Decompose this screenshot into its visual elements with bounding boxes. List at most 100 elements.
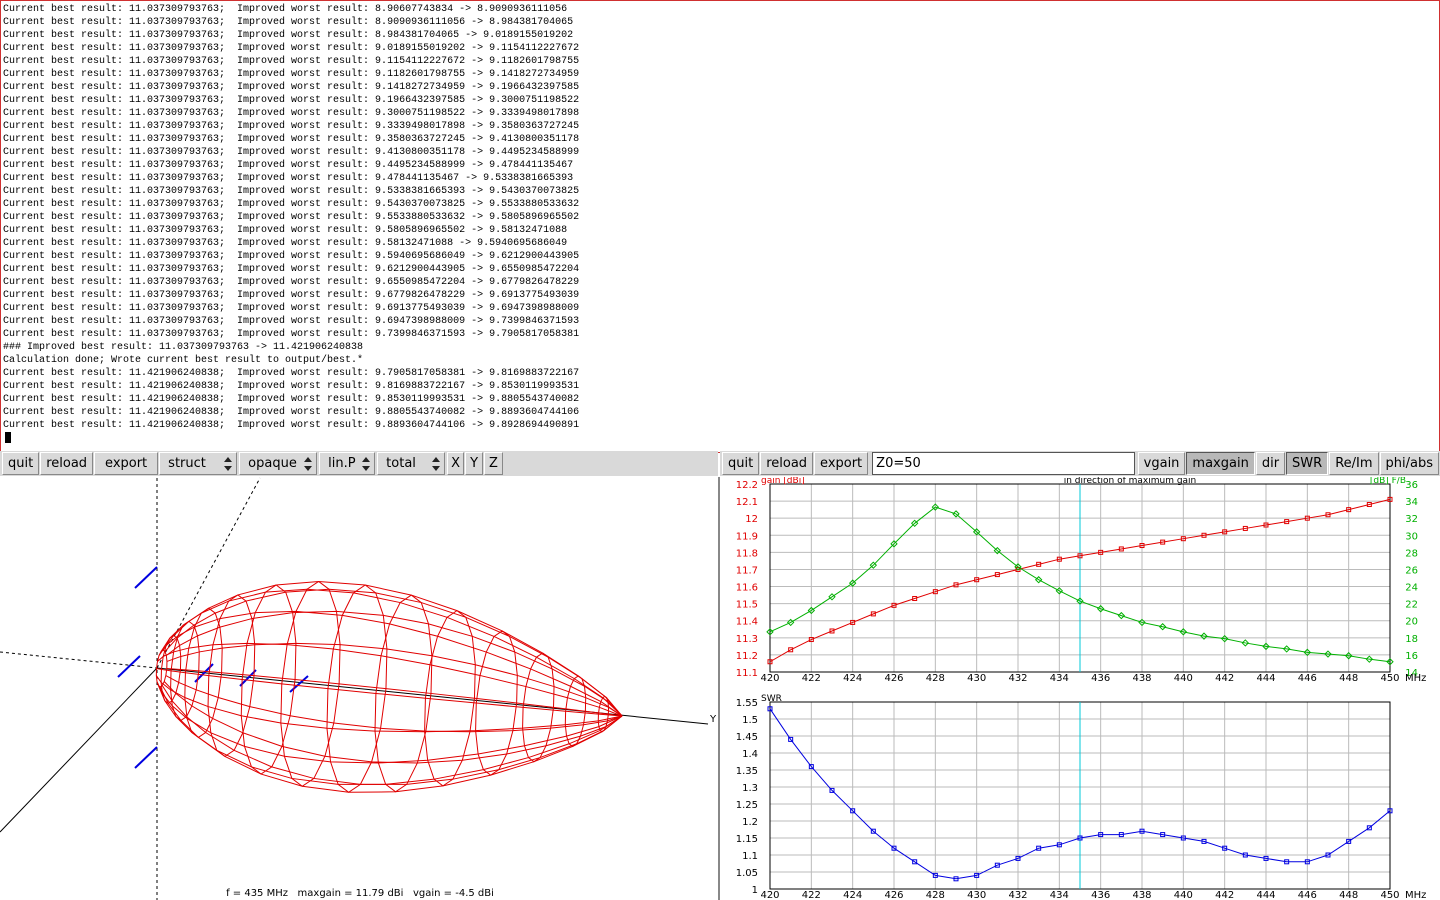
select[interactable]: struct [159, 452, 238, 475]
data-point [1015, 855, 1021, 861]
pattern-ring [522, 652, 555, 763]
button[interactable]: Y [465, 452, 484, 475]
data-point [1158, 623, 1167, 631]
data-point [808, 637, 814, 643]
x-tick-label: 446 [1298, 890, 1317, 900]
x-tick-label: 424 [843, 890, 862, 900]
select[interactable]: lin.P [319, 452, 376, 475]
button[interactable]: SWR [1286, 452, 1329, 475]
x-tick-label: 436 [1091, 673, 1110, 684]
button[interactable]: quit [722, 452, 760, 475]
x-axis-label: MHz [1405, 890, 1426, 900]
x-tick-label: 450 [1380, 673, 1399, 684]
data-point [953, 876, 959, 882]
data-point [1036, 845, 1042, 851]
terminal-line: Current best result: 11.037309793763; Im… [3, 43, 580, 54]
y-tick-label: 1 [752, 885, 758, 896]
y2-tick-label: 34 [1405, 497, 1418, 508]
data-point [828, 593, 836, 601]
data-point [1056, 556, 1062, 562]
button[interactable]: vgain [1137, 452, 1186, 475]
terminal-line: Current best result: 11.037309793763; Im… [3, 277, 580, 288]
x-tick-label: 432 [1008, 890, 1027, 900]
status-text: f = 435 MHz maxgain = 11.79 dBi vgain = … [226, 888, 494, 899]
x-tick-label: 422 [802, 890, 821, 900]
y2-tick-label: 24 [1405, 583, 1418, 594]
button[interactable]: reload [40, 452, 94, 475]
button[interactable]: phi/abs [1379, 452, 1439, 475]
pattern-ring [280, 581, 341, 787]
y-tick-label: 11.2 [736, 651, 758, 662]
data-point [972, 528, 981, 536]
pattern-ring [240, 584, 297, 775]
button[interactable]: X [447, 452, 465, 475]
x-tick-label: 432 [1008, 673, 1027, 684]
y2-tick-label: 28 [1405, 548, 1418, 559]
y2-tick-label: 36 [1405, 480, 1418, 491]
x-tick-label: 450 [1380, 890, 1399, 900]
z-axis-projection [156, 477, 261, 669]
y2-axis-label: [dB] F/B [1370, 477, 1406, 486]
y-tick-label: 11.5 [736, 600, 758, 611]
button[interactable]: Re/Im [1329, 452, 1379, 475]
data-point [1118, 546, 1124, 552]
data-point [829, 628, 835, 634]
data-point [932, 872, 938, 878]
data-point [1344, 652, 1353, 660]
y-tick-label: 11.1 [736, 668, 758, 679]
data-point [850, 619, 856, 625]
select[interactable]: opaque [239, 452, 318, 475]
data-point [1262, 642, 1270, 651]
terminal-line: Current best result: 11.037309793763; Im… [3, 329, 580, 340]
y-tick-label: 1.15 [736, 834, 758, 845]
pattern-ring [170, 620, 200, 722]
data-point [1241, 639, 1250, 647]
terminal-line: Current best result: 11.037309793763; Im… [3, 121, 580, 132]
terminal-line: Current best result: 11.037309793763; Im… [3, 264, 580, 275]
x-tick-label: 444 [1256, 890, 1275, 900]
data-point [1282, 645, 1291, 653]
data-point [850, 808, 856, 814]
data-point [974, 872, 980, 878]
data-point [1180, 536, 1186, 542]
data-point [1139, 828, 1145, 834]
pattern-ring [564, 675, 587, 748]
data-point [829, 787, 835, 793]
button[interactable]: reload [760, 452, 814, 475]
data-point [1366, 825, 1372, 831]
data-point [808, 764, 814, 770]
button[interactable]: export [814, 452, 869, 475]
charts: 420 422 424 426 428 430 432 434 436 438 440 442 444 4… [736, 477, 1427, 900]
terminal-line: Current best result: 11.037309793763; Im… [3, 160, 574, 171]
terminal-line: Current best result: 11.037309793763; Im… [3, 303, 580, 314]
data-point [1160, 832, 1166, 838]
data-point [953, 582, 959, 588]
terminal-line: Current best result: 11.037309793763; Im… [3, 290, 580, 301]
x-tick-label: 430 [967, 890, 986, 900]
pattern-meridian [157, 642, 623, 717]
button[interactable]: quit [2, 452, 40, 475]
pattern-meridian [161, 685, 623, 785]
terminal-line: Current best result: 11.037309793763; Im… [3, 69, 580, 80]
pattern-view: Y f = 435 MHz maxgain = 11.79 dBi vgain … [0, 477, 717, 900]
data-point [890, 540, 898, 548]
data-point [891, 845, 897, 851]
data-point [788, 647, 794, 653]
y-axis-label: SWR [761, 694, 782, 704]
x-tick-label: 442 [1215, 673, 1234, 684]
terminal-line: Calculation done; Wrote current best res… [3, 355, 364, 366]
select[interactable]: total [377, 452, 446, 475]
data-point [994, 862, 1000, 868]
text-input[interactable]: Z0=50 [872, 452, 1135, 475]
terminal-line: Current best result: 11.421906240838; Im… [3, 407, 580, 418]
select-label: lin.P [328, 456, 356, 471]
button[interactable]: export [94, 452, 159, 475]
data-point [788, 736, 794, 742]
y-tick-label: 12.1 [736, 497, 758, 508]
data-point [912, 859, 918, 865]
button[interactable]: dir [1255, 452, 1286, 475]
terminal-line: Current best result: 11.037309793763; Im… [3, 147, 580, 158]
button[interactable]: maxgain [1186, 452, 1255, 475]
data-point [1366, 502, 1372, 508]
button[interactable]: Z [484, 452, 503, 475]
